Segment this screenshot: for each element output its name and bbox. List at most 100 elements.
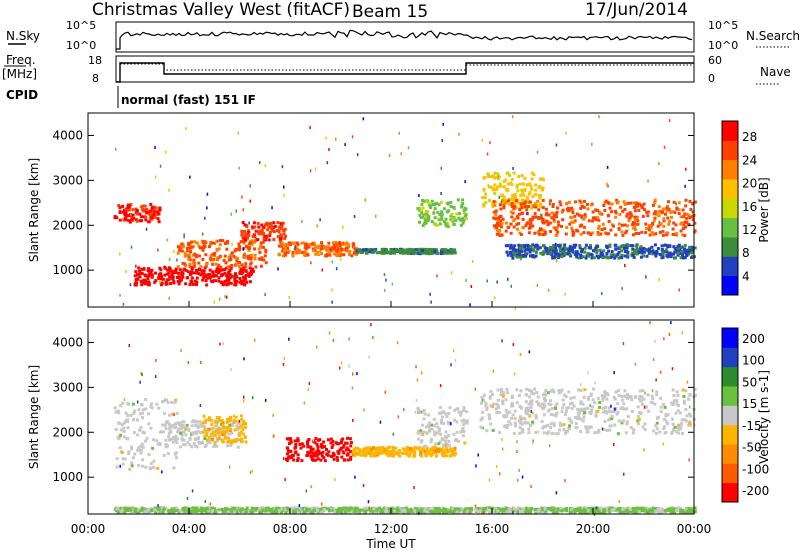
data-cell: [549, 399, 552, 402]
data-cell: [133, 431, 136, 434]
data-cell: [489, 390, 492, 393]
data-cell: [330, 455, 333, 458]
data-cell: [655, 390, 658, 393]
data-cell: [230, 510, 233, 513]
data-cell: [153, 460, 156, 463]
data-cell: [632, 233, 635, 236]
data-cell: [343, 458, 346, 461]
data-cell: [646, 255, 649, 258]
data-cell: [609, 244, 612, 247]
noise-cell: [472, 260, 474, 263]
data-cell: [288, 442, 291, 445]
noise-cell: [613, 371, 615, 374]
data-cell: [155, 439, 158, 442]
data-cell: [463, 442, 466, 445]
data-cell: [164, 424, 167, 427]
data-cell: [131, 208, 134, 211]
data-cell: [601, 256, 604, 259]
data-cell: [397, 509, 400, 512]
data-cell: [524, 255, 527, 258]
noise-cell: [146, 228, 148, 231]
data-cell: [224, 255, 227, 258]
data-cell: [660, 222, 663, 225]
data-cell: [445, 224, 448, 227]
data-cell: [459, 414, 462, 417]
data-cell: [596, 209, 599, 212]
data-cell: [457, 198, 460, 201]
data-cell: [126, 420, 129, 423]
data-cell: [286, 437, 289, 440]
data-cell: [528, 403, 531, 406]
data-cell: [513, 172, 516, 175]
data-cell: [167, 278, 170, 281]
noise-cell: [548, 289, 550, 292]
data-cell: [114, 406, 117, 409]
data-cell: [158, 267, 161, 270]
data-cell: [136, 213, 139, 216]
data-cell: [423, 445, 426, 448]
data-cell: [332, 241, 335, 244]
noise-cell: [315, 168, 317, 171]
data-cell: [294, 510, 297, 513]
data-cell: [201, 271, 204, 274]
data-cell: [428, 251, 431, 254]
data-cell: [511, 178, 514, 181]
data-cell: [519, 415, 522, 418]
data-cell: [154, 279, 157, 282]
data-cell: [530, 390, 533, 393]
data-cell: [652, 251, 655, 254]
noise-cell: [487, 153, 489, 156]
data-cell: [530, 188, 533, 191]
data-cell: [667, 254, 670, 257]
data-cell: [423, 409, 426, 412]
data-cell: [157, 217, 160, 220]
data-cell: [224, 510, 227, 513]
data-cell: [127, 426, 130, 429]
data-cell: [116, 466, 119, 469]
data-cell: [578, 244, 581, 247]
freq-trace: [116, 63, 694, 82]
ytick-label: 3000: [52, 173, 83, 187]
noise-cell: [332, 260, 334, 263]
noise-cell: [440, 192, 442, 195]
data-cell: [599, 233, 602, 236]
noise-cell: [555, 243, 557, 246]
data-cell: [349, 444, 352, 447]
data-cell: [627, 415, 630, 418]
noise-cell: [236, 210, 238, 213]
noise-cell: [155, 176, 157, 179]
data-cell: [618, 213, 621, 216]
data-cell: [221, 439, 224, 442]
data-cell: [447, 412, 450, 415]
data-cell: [682, 395, 685, 398]
data-cell: [555, 412, 558, 415]
data-cell: [616, 402, 619, 405]
data-cell: [480, 418, 483, 421]
data-cell: [362, 248, 365, 251]
data-cell: [637, 232, 640, 235]
data-cell: [445, 218, 448, 221]
data-cell: [227, 437, 230, 440]
data-cell: [179, 445, 182, 448]
data-cell: [284, 254, 287, 257]
data-cell: [532, 216, 535, 219]
data-cell: [614, 210, 617, 213]
data-cell: [406, 510, 409, 513]
data-cell: [561, 410, 564, 413]
data-cell: [140, 215, 143, 218]
noise-cell: [653, 358, 655, 361]
noise-cell: [516, 440, 518, 443]
data-cell: [561, 510, 564, 513]
noise-cell: [331, 288, 333, 291]
data-cell: [588, 219, 591, 222]
data-cell: [474, 508, 477, 511]
data-cell: [464, 508, 467, 511]
data-cell: [563, 244, 566, 247]
noise-cell: [310, 169, 312, 172]
data-cell: [154, 272, 157, 275]
data-cell: [564, 432, 567, 435]
data-cell: [583, 396, 586, 399]
data-cell: [424, 220, 427, 223]
data-cell: [457, 217, 460, 220]
data-cell: [501, 222, 504, 225]
